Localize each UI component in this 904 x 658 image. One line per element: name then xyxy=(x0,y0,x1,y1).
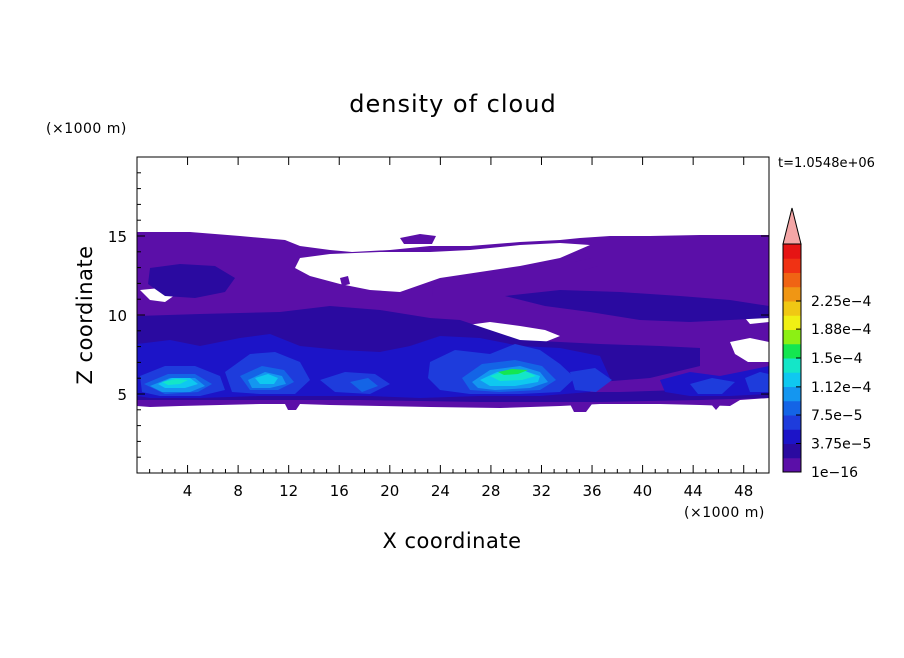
x-tick-label: 48 xyxy=(734,482,753,500)
x-axis-title: X coordinate xyxy=(382,529,521,553)
colorbar-swatch xyxy=(783,400,801,416)
colorbar-swatch xyxy=(783,301,801,316)
y-unit-label: (×1000 m) xyxy=(46,121,127,137)
contour-level-8 xyxy=(162,369,536,385)
colorbar-tick-label: 2.25e−4 xyxy=(811,294,872,310)
chart-title: density of cloud xyxy=(349,90,556,118)
upper-cloud-patches xyxy=(340,234,598,296)
colorbar-swatch xyxy=(783,286,801,302)
colorbar-swatch xyxy=(783,429,801,444)
x-tick-label: 36 xyxy=(582,482,601,500)
x-tick-label: 12 xyxy=(279,482,298,500)
x-tick-label: 44 xyxy=(684,482,703,500)
x-tick-label: 40 xyxy=(633,482,652,500)
contour-fill xyxy=(137,232,769,412)
colorbar-swatch xyxy=(783,315,801,330)
colorbar-tick-label: 1e−16 xyxy=(811,465,858,481)
colorbar-swatch xyxy=(783,244,801,259)
colorbar-swatch xyxy=(783,415,801,430)
x-tick-label: 8 xyxy=(233,482,243,500)
y-tick-label: 10 xyxy=(108,307,127,325)
colorbar-swatch xyxy=(783,272,801,288)
x-axis: 4 8 12 16 20 24 28 32 36 40 44 48 xyxy=(149,157,757,500)
colorbar-swatch xyxy=(783,343,801,359)
y-axis-title: Z coordinate xyxy=(73,245,97,384)
colorbar-swatch xyxy=(783,372,801,387)
lower-fringe xyxy=(285,403,722,412)
cloud-gap-1 xyxy=(295,243,590,292)
colorbar-tick-label: 3.75e−5 xyxy=(811,437,871,453)
colorbar-tick-label: 1.5e−4 xyxy=(811,351,863,367)
x-tick-label: 16 xyxy=(330,482,349,500)
x-tick-label: 32 xyxy=(532,482,551,500)
colorbar-swatch xyxy=(783,386,801,402)
colorbar-tick-label: 1.12e−4 xyxy=(811,380,872,396)
colorbar-swatch xyxy=(783,443,801,459)
cloud-gap-4 xyxy=(460,322,560,342)
x-tick-label: 20 xyxy=(380,482,399,500)
x-tick-label: 28 xyxy=(481,482,500,500)
colorbar-tick-label: 7.5e−5 xyxy=(811,408,863,424)
colorbar-swatch xyxy=(783,258,801,273)
colorbar: 1e−16 3.75e−5 7.5e−5 1.12e−4 1.5e−4 1.88e−4 2.… xyxy=(782,207,872,481)
colorbar-extend-arrow xyxy=(782,207,802,245)
x-tick-label: 24 xyxy=(431,482,450,500)
x-unit-label: (×1000 m) xyxy=(684,505,765,521)
colorbar-tick-label: 1.88e−4 xyxy=(811,322,872,338)
colorbar-swatch xyxy=(783,457,801,473)
plot-area xyxy=(136,156,770,474)
colorbar-swatch xyxy=(783,329,801,345)
colorbar-swatch xyxy=(783,358,801,373)
time-label: t=1.0548e+06 xyxy=(778,156,875,171)
x-tick-label: 4 xyxy=(183,482,193,500)
y-tick-label: 5 xyxy=(117,386,127,404)
y-tick-label: 15 xyxy=(108,228,127,246)
y-axis: 5 10 15 xyxy=(108,172,769,458)
cloud-gap-7 xyxy=(730,338,769,362)
